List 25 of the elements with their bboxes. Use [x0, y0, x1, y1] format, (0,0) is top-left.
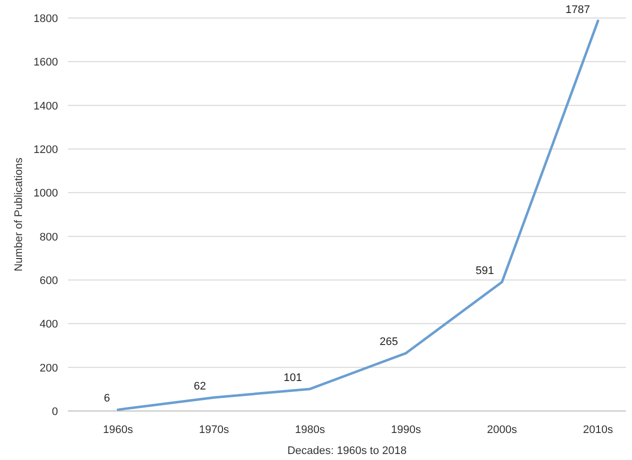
x-tick-label: 2000s — [487, 424, 518, 436]
line-series — [116, 20, 600, 411]
x-tick-label: 1980s — [295, 424, 326, 436]
y-tick-label: 800 — [40, 231, 58, 244]
y-tick-label: 0 — [52, 406, 58, 418]
x-tick-label: 1960s — [103, 424, 134, 436]
x-tick-label: 1990s — [391, 424, 422, 436]
data-label: 62 — [194, 380, 206, 392]
x-tick-label: 1970s — [199, 424, 230, 436]
data-label: 6 — [104, 392, 110, 405]
y-tick-label: 200 — [40, 362, 58, 374]
y-tick-label: 1800 — [34, 13, 58, 25]
data-label: 591 — [476, 264, 494, 277]
x-axis-title: Decades: 1960s to 2018 — [287, 445, 407, 457]
y-tick-label: 600 — [40, 275, 58, 287]
y-tick-label: 400 — [40, 318, 58, 331]
data-label: 101 — [284, 372, 302, 384]
data-label: 1787 — [566, 4, 590, 16]
x-tick-label: 2010s — [583, 424, 614, 436]
y-tick-label: 1600 — [34, 56, 58, 69]
y-tick-label: 1400 — [34, 100, 58, 112]
data-label: 265 — [380, 336, 398, 348]
y-axis-title: Number of Publications — [13, 157, 25, 272]
y-tick-label: 1200 — [34, 144, 58, 156]
y-tick-label: 1000 — [34, 188, 58, 200]
